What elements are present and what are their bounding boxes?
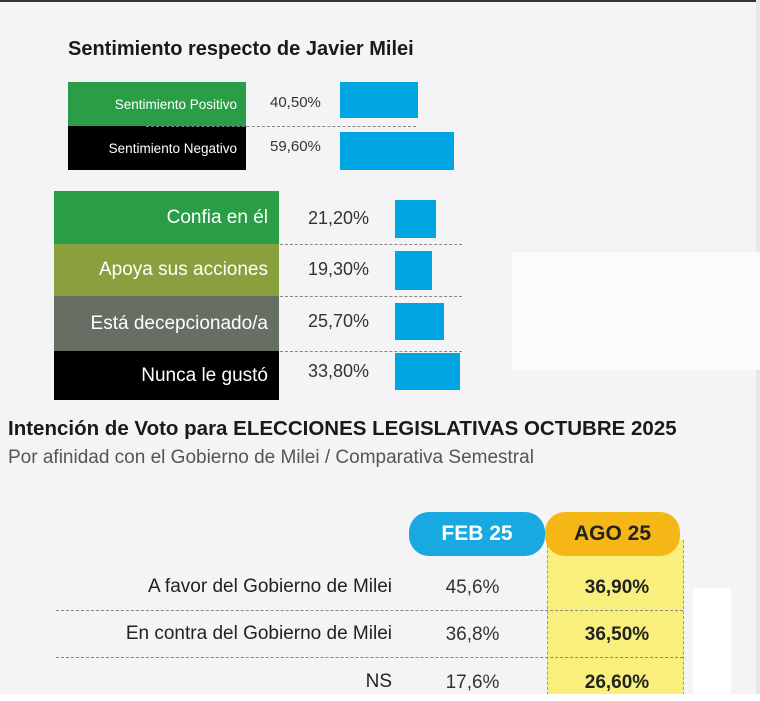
row-label: En contra del Gobierno de Milei (125, 623, 392, 644)
value-label: 21,20% (308, 208, 370, 228)
column-header-ago25: AGO 25 (545, 512, 680, 556)
bar (395, 251, 433, 290)
category-label: Nunca le gustó (54, 351, 279, 400)
category-label: Confia en él (54, 191, 279, 244)
bar (340, 132, 455, 170)
value-label: 19,30% (308, 259, 370, 279)
row-divider (280, 351, 462, 352)
sentiment-title: Sentimiento respecto de Javier Milei (68, 38, 414, 60)
row-divider (56, 657, 683, 658)
row-divider (280, 244, 462, 245)
feb-value: 36,8% (445, 624, 500, 645)
row-divider (56, 610, 683, 611)
row-label: NS (365, 671, 392, 692)
feb-value: 17,6% (445, 672, 500, 693)
column-header-feb25: FEB 25 (409, 512, 545, 556)
bar (395, 353, 460, 390)
vote-title: Intención de Voto para ELECCIONES LEGISL… (8, 417, 677, 440)
highlight-column (547, 540, 684, 700)
value-label: 40,50% (270, 94, 321, 111)
ago-value: 26,60% (584, 672, 650, 693)
value-label: 59,60% (270, 138, 321, 155)
white-block (693, 588, 731, 701)
value-label: 25,70% (308, 311, 370, 331)
ago-value: 36,50% (584, 624, 650, 645)
row-divider (280, 296, 462, 297)
feb-value: 45,6% (445, 577, 500, 598)
category-label: Sentimiento Negativo (68, 126, 246, 170)
row-divider (146, 126, 416, 127)
value-label: 33,80% (308, 361, 370, 381)
bar (395, 303, 445, 340)
ago-value: 36,90% (584, 577, 650, 598)
top-border (0, 0, 760, 2)
bottom-strip (0, 694, 760, 701)
bar (395, 200, 436, 238)
row-label: A favor del Gobierno de Milei (148, 576, 392, 597)
bar (340, 82, 418, 118)
vote-subtitle: Por afinidad con el Gobierno de Milei / … (8, 447, 534, 468)
category-label: Está decepcionado/a (54, 296, 279, 351)
category-label: Apoya sus acciones (54, 244, 279, 296)
background-panel (512, 252, 760, 370)
category-label: Sentimiento Positivo (68, 82, 246, 126)
